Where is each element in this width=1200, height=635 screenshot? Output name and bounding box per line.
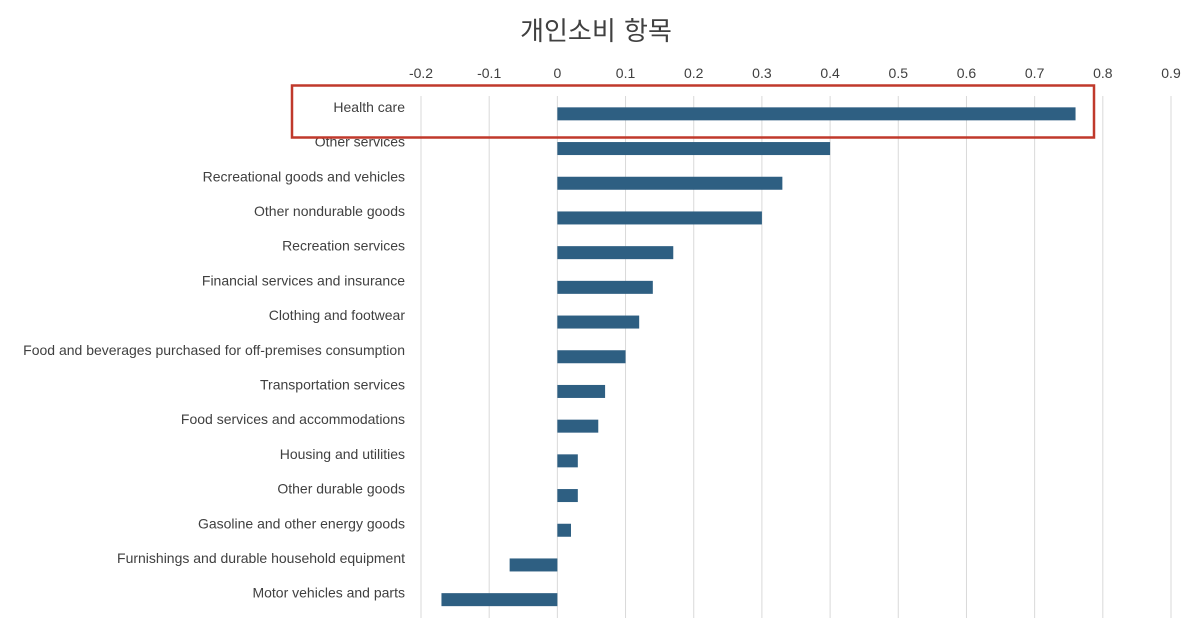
highlight-layer xyxy=(290,84,1096,139)
x-tick-label: 0.5 xyxy=(889,65,909,81)
bar-financial-services-and-insurance xyxy=(557,280,653,294)
category-label: Other nondurable goods xyxy=(254,203,405,219)
x-tick-label: 0.4 xyxy=(820,65,840,81)
category-label: Recreation services xyxy=(282,238,405,254)
category-label: Clothing and footwear xyxy=(269,307,406,323)
bar-gasoline-and-other-energy-goods xyxy=(557,523,571,537)
category-label: Housing and utilities xyxy=(280,446,405,462)
chart-title: 개인소비 항목 xyxy=(520,17,672,47)
x-tick-label: 0 xyxy=(553,65,561,81)
bar-furnishings-and-durable-household-equipment xyxy=(509,558,558,572)
x-tick-label: 0.1 xyxy=(616,65,636,81)
category-label: Food and beverages purchased for off-pre… xyxy=(23,342,405,358)
category-label: Other services xyxy=(315,134,405,150)
category-label: Gasoline and other energy goods xyxy=(198,515,405,531)
x-tick-label: 0.6 xyxy=(957,65,977,81)
bar-other-services xyxy=(557,142,831,156)
x-tick-label: 0.8 xyxy=(1093,65,1113,81)
category-label: Furnishings and durable household equipm… xyxy=(117,550,405,566)
x-tick-label: 0.3 xyxy=(752,65,772,81)
gridlines xyxy=(420,96,1172,618)
x-tick-label: 0.2 xyxy=(684,65,704,81)
bar-recreation-services xyxy=(557,246,674,260)
x-tick-label: -0.2 xyxy=(409,65,433,81)
bar-motor-vehicles-and-parts xyxy=(441,593,558,607)
bar-transportation-services xyxy=(557,384,606,398)
highlight-box xyxy=(290,84,1096,139)
x-tick-label: -0.1 xyxy=(477,65,501,81)
category-label: Recreational goods and vehicles xyxy=(203,168,405,184)
bar-food-and-beverages-purchased-for-off-premises-consumption xyxy=(557,350,626,364)
bar-housing-and-utilities xyxy=(557,454,578,468)
bar-health-care xyxy=(557,107,1076,121)
category-label: Health care xyxy=(333,99,405,115)
category-label: Other durable goods xyxy=(277,481,405,497)
x-tick-label: 0.9 xyxy=(1161,65,1181,81)
x-axis-ticks: -0.2 -0.1 0 0.1 0.2 0.3 0.4 0.5 0.6 0.7 0.8 0.9 xyxy=(409,65,1181,81)
bar-clothing-and-footwear xyxy=(557,315,640,329)
category-label: Transportation services xyxy=(260,376,405,392)
bar-other-nondurable-goods xyxy=(557,211,762,225)
x-tick-label: 0.7 xyxy=(1025,65,1045,81)
bars xyxy=(441,107,1076,607)
category-label: Food services and accommodations xyxy=(181,411,405,427)
category-label: Motor vehicles and parts xyxy=(252,585,405,601)
bar-recreational-goods-and-vehicles xyxy=(557,176,783,190)
bar-food-services-and-accommodations xyxy=(557,419,599,433)
bar-other-durable-goods xyxy=(557,489,578,503)
category-label: Financial services and insurance xyxy=(202,272,405,288)
category-labels: Health care Other services Recreational go… xyxy=(23,99,405,601)
